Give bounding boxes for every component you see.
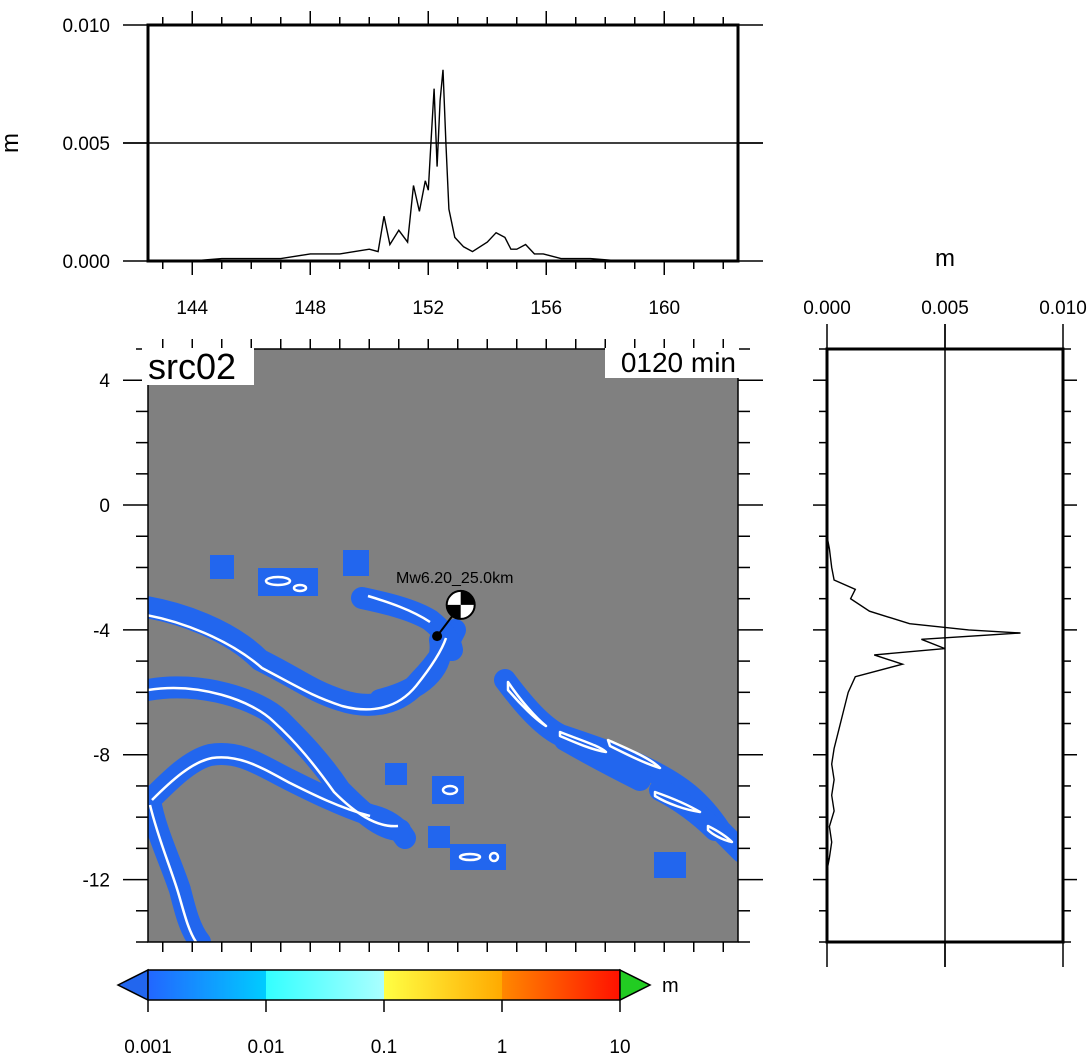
colorbar-tick-label: 0.001 xyxy=(124,1037,172,1058)
colorbar-tick-labels: 0.001 0.01 0.1 1 10 xyxy=(124,1037,630,1058)
coastlines xyxy=(148,575,734,942)
colorbar-segment-3 xyxy=(384,970,502,1000)
event-label: Mw6.20_25.0km xyxy=(396,570,513,587)
coast-papua-west xyxy=(148,804,198,942)
zone-islet-3 xyxy=(343,550,369,576)
top-profile-y-tick-labels: 0.010 0.005 0.000 xyxy=(62,16,110,273)
zone-islet-1 xyxy=(210,555,234,579)
coast-solomon-2 xyxy=(558,730,608,754)
map-lat-tick-label: -12 xyxy=(83,871,110,892)
coast-solomon-3 xyxy=(606,738,662,770)
beachball-icon xyxy=(445,589,476,620)
right-x-tick-label: 0.000 xyxy=(803,298,851,319)
map-title: src02 xyxy=(148,346,236,387)
map-lat-tick-label: 4 xyxy=(99,371,110,392)
right-x-tick-label: 0.005 xyxy=(921,298,969,319)
colorbar-tick-label: 1 xyxy=(497,1037,508,1058)
epicenter-marker xyxy=(432,631,443,642)
right-profile-ticks xyxy=(813,324,1077,967)
colorbar: 0.001 0.01 0.1 1 10 m xyxy=(116,968,679,1058)
time-label: 0120 min xyxy=(621,347,736,378)
coast-new-britain xyxy=(367,594,431,624)
top-profile-x-tick-labels: 144 148 152 156 160 xyxy=(176,298,680,319)
coast-islet-a xyxy=(264,575,292,587)
right-profile-panel: 0.000 0.005 0.010 m xyxy=(803,245,1087,967)
coast-solomon-5 xyxy=(706,824,734,844)
top-y-tick-label: 0.005 xyxy=(62,134,110,155)
map-panel: 4 0 -4 -8 -12 Mw6.20_25.0km src02 0120 min xyxy=(83,339,763,952)
right-profile-axis-label: m xyxy=(935,245,955,272)
colorbar-segment-2 xyxy=(266,970,384,1000)
zone-islet-8 xyxy=(654,852,686,878)
top-x-tick-label: 156 xyxy=(530,298,562,319)
coast-solomon-4 xyxy=(653,790,702,814)
new-britain-zone xyxy=(351,587,463,661)
right-profile-x-tick-labels: 0.000 0.005 0.010 xyxy=(803,298,1087,319)
map-title-box xyxy=(142,348,254,385)
colorbar-segment-4 xyxy=(502,970,620,1000)
top-x-tick-label: 148 xyxy=(294,298,326,319)
colorbar-tick-label: 10 xyxy=(609,1037,630,1058)
top-x-tick-label: 160 xyxy=(648,298,680,319)
map-lat-tick-label: -8 xyxy=(93,746,110,767)
map-lat-tick-label: -4 xyxy=(93,621,110,642)
map-frame xyxy=(147,348,739,943)
colorbar-unit: m xyxy=(662,975,679,997)
top-profile-series-line xyxy=(192,69,679,262)
coast-new-guinea xyxy=(148,614,448,711)
coast-papua xyxy=(151,756,371,818)
coast-islet-d xyxy=(458,852,482,862)
coast-solomon-1 xyxy=(506,680,548,728)
top-profile-axis-label: m xyxy=(0,133,24,153)
zone-islet-5 xyxy=(432,776,464,804)
top-profile-ticks xyxy=(123,11,763,275)
top-y-tick-label: 0.010 xyxy=(62,16,110,37)
map-lat-tick-label: 0 xyxy=(99,496,110,517)
colorbar-ticks xyxy=(147,1000,621,1012)
time-label-box xyxy=(605,348,739,378)
coast-islet-e xyxy=(488,851,500,863)
coast-islet-b xyxy=(292,583,308,593)
zone-islet-6 xyxy=(428,826,450,848)
solomon-zone-2 xyxy=(554,729,726,841)
colorbar-under-arrow xyxy=(116,968,149,1002)
right-profile-series-line xyxy=(826,536,1021,871)
top-profile-panel: 0.010 0.005 0.000 144 148 152 156 160 m xyxy=(0,11,763,319)
top-y-tick-label: 0.000 xyxy=(62,252,110,273)
map-ticks xyxy=(123,339,763,952)
right-x-tick-label: 0.010 xyxy=(1039,298,1087,319)
top-x-tick-label: 144 xyxy=(176,298,208,319)
colorbar-tick-label: 0.01 xyxy=(248,1037,285,1058)
map-lat-tick-labels: 4 0 -4 -8 -12 xyxy=(83,371,111,891)
colorbar-over-arrow xyxy=(619,968,652,1002)
colorbar-segment-1 xyxy=(148,970,266,1000)
coast-islet-c xyxy=(441,784,459,796)
map-content xyxy=(148,550,738,942)
colorbar-tick-label: 0.1 xyxy=(371,1037,397,1058)
top-x-tick-label: 152 xyxy=(412,298,444,319)
zone-islet-4 xyxy=(385,763,407,785)
